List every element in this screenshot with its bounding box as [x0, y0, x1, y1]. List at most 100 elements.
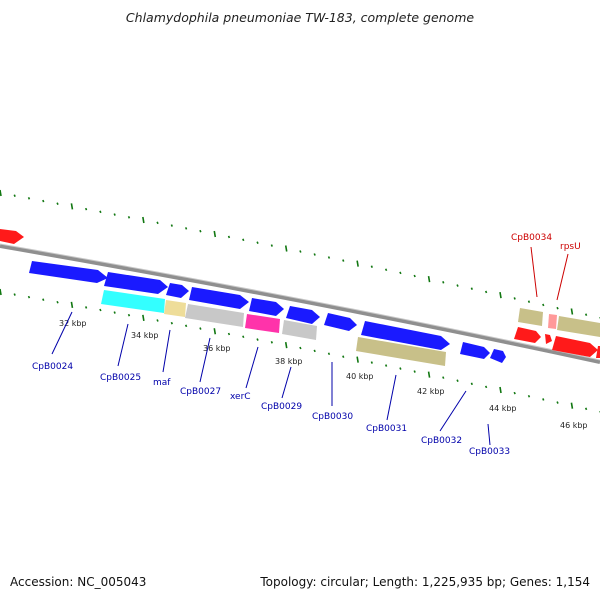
feature-tan[interactable]: [164, 300, 186, 317]
ruler-tick: [42, 298, 45, 301]
gene-label-leader: [199, 337, 211, 383]
scale-tick-label: 34 kbp: [131, 331, 159, 340]
feature-gray-1[interactable]: [185, 304, 244, 327]
feature-bars: [101, 290, 600, 366]
gene-label-leader: [439, 390, 467, 432]
gene-cpb0032[interactable]: [460, 342, 490, 359]
gene-small-red[interactable]: [545, 334, 552, 344]
genome-summary: Topology: circular; Length: 1,225,935 bp…: [259, 575, 590, 589]
ruler-tick: [142, 216, 145, 224]
gene-rpsu-red[interactable]: [552, 336, 598, 357]
ruler-tick: [170, 224, 173, 227]
gene-label[interactable]: CpB0031: [366, 424, 407, 434]
ruler-tick: [113, 311, 116, 314]
gene-cpb0034-red[interactable]: [514, 327, 541, 343]
ruler-tick: [284, 245, 288, 252]
gene-label-leader: [487, 423, 491, 446]
ruler-tick: [356, 260, 359, 267]
ruler-tick: [142, 314, 145, 321]
ruler-tick: [227, 332, 231, 336]
gene-cpb0033[interactable]: [490, 349, 506, 363]
backbone: [0, 243, 600, 364]
ruler-tick: [113, 213, 116, 216]
scale-labels: 32 kbp 34 kbp 36 kbp 38 kbp 40 kbp 42 kbp 44 k…: [59, 319, 588, 430]
scale-tick-label: 36 kbp: [203, 344, 231, 353]
gene-label[interactable]: CpB0025: [100, 373, 141, 383]
gene-label-leader: [51, 311, 73, 355]
gene-label-leader: [162, 329, 171, 373]
gene-label[interactable]: rpsU: [560, 242, 581, 252]
gene-label-leader: [245, 346, 259, 389]
ruler-tick: [499, 386, 502, 394]
gene-maf[interactable]: [166, 283, 189, 298]
gene-label[interactable]: xerC: [230, 392, 251, 402]
feature-pink[interactable]: [548, 314, 557, 329]
ruler-tick: [342, 355, 345, 358]
gene-labels: CpB0024 CpB0025 maf CpB0027 xerC CpB0029 CpB00…: [32, 233, 581, 457]
ruler-tick: [99, 308, 102, 312]
gene-label[interactable]: maf: [153, 378, 171, 388]
ruler-tick: [399, 271, 402, 275]
gene-label-leader: [530, 246, 538, 298]
gene-edge-red[interactable]: [596, 346, 600, 358]
gene-cpb0029[interactable]: [286, 306, 320, 324]
gene-label[interactable]: CpB0027: [180, 387, 221, 397]
ruler-tick: [84, 306, 88, 309]
ruler-tick: [99, 210, 102, 214]
gene-cpb0027[interactable]: [189, 287, 249, 309]
gene-xerc[interactable]: [249, 298, 284, 316]
ruler-tick: [27, 197, 31, 200]
ruler-tick: [570, 402, 574, 409]
gene-cpb0025[interactable]: [104, 272, 168, 294]
ruler-tick: [456, 379, 459, 383]
ruler-tick: [242, 335, 245, 339]
feature-khaki-1[interactable]: [356, 337, 446, 366]
ruler-tick: [13, 293, 16, 296]
gene-label[interactable]: CpB0029: [261, 402, 302, 412]
gene-label-leader: [556, 253, 569, 301]
ruler-tick: [199, 327, 202, 330]
gene-label[interactable]: CpB0030: [312, 412, 353, 422]
ruler-tick: [242, 238, 245, 242]
ruler-tick: [0, 189, 2, 197]
feature-khaki-2[interactable]: [518, 308, 543, 326]
ruler-tick: [499, 292, 502, 299]
ruler-tick: [270, 341, 273, 344]
feature-khaki-3[interactable]: [557, 316, 600, 337]
ruler-tick: [584, 407, 588, 411]
ruler-tick: [356, 356, 359, 363]
forward-genes: [0, 229, 600, 363]
ruler-tick: [584, 313, 588, 317]
ruler-tick: [470, 382, 473, 386]
gene-cpb0030[interactable]: [324, 313, 357, 331]
gene-label-leader: [117, 323, 129, 367]
ruler-tick: [184, 227, 188, 230]
gene-cpb0031[interactable]: [361, 321, 450, 350]
ruler-tick: [327, 256, 331, 259]
gene-left-red[interactable]: [0, 229, 24, 244]
feature-magenta[interactable]: [245, 314, 280, 333]
ruler-tick: [527, 300, 531, 303]
ruler-tick: [342, 259, 345, 262]
gene-label[interactable]: CpB0034: [511, 233, 552, 243]
ruler-tick: [227, 235, 231, 239]
ruler-tick: [70, 203, 74, 210]
ruler-tick: [384, 268, 388, 272]
scale-tick-label: 38 kbp: [275, 357, 303, 366]
gene-label[interactable]: CpB0033: [469, 447, 510, 457]
ruler-tick: [370, 361, 373, 364]
ruler-tick: [570, 308, 574, 315]
ruler-tick: [42, 199, 45, 203]
ruler-tick: [213, 328, 217, 335]
gene-label[interactable]: CpB0032: [421, 436, 462, 446]
scale-tick-label: 46 kbp: [560, 421, 588, 430]
feature-gray-2[interactable]: [282, 320, 317, 340]
ruler-tick: [284, 342, 288, 349]
ruler-tick: [84, 207, 88, 211]
ruler-tick: [213, 230, 217, 238]
ruler-tick: [484, 385, 488, 389]
feature-cyan[interactable]: [101, 290, 165, 313]
gene-label[interactable]: CpB0024: [32, 362, 73, 372]
ruler-tick: [313, 253, 316, 256]
gene-cpb0024[interactable]: [29, 261, 108, 283]
